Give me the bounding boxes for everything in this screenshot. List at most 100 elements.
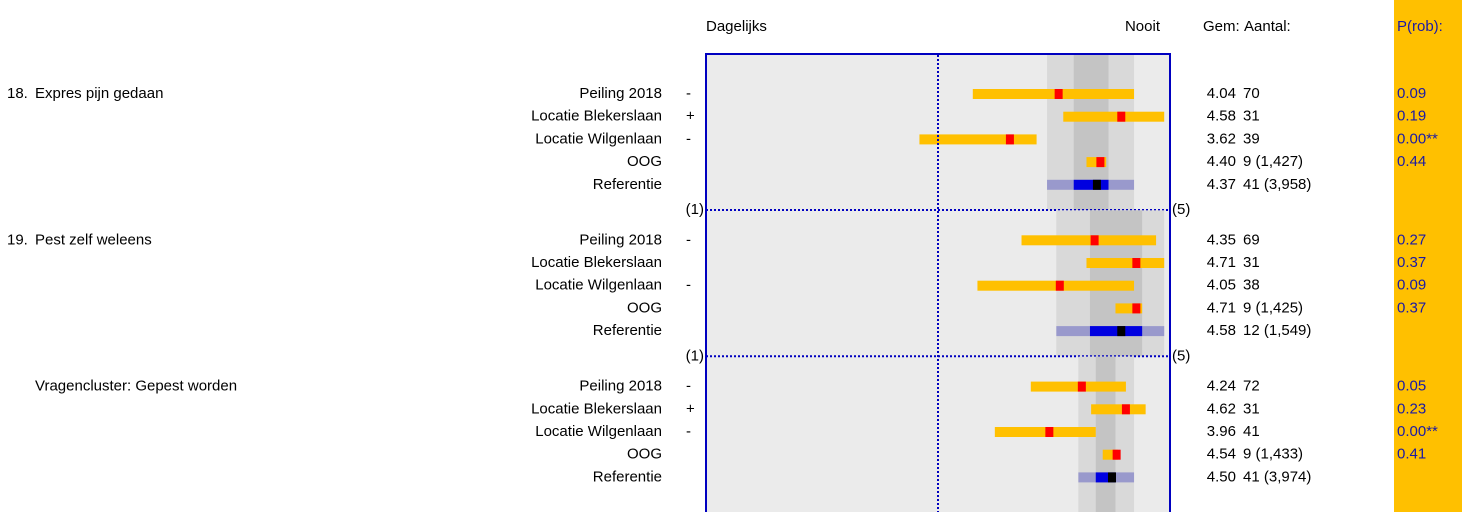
mean-marker	[1077, 381, 1086, 392]
mean-marker	[1132, 303, 1141, 314]
row-sign: -	[686, 423, 691, 440]
row-label: Locatie Wilgenlaan	[535, 277, 662, 294]
row-label: Locatie Blekerslaan	[531, 400, 662, 417]
confidence-interval	[919, 134, 1037, 145]
count-value: 69	[1243, 231, 1260, 248]
mean-value: 3.96	[1207, 423, 1236, 440]
mean-value: 4.58	[1207, 108, 1236, 125]
row-sign: +	[686, 400, 695, 417]
count-value: 9 (1,433)	[1243, 446, 1303, 463]
mean-value: 4.71	[1207, 254, 1236, 271]
mean-value: 4.58	[1207, 322, 1236, 339]
count-value: 41 (3,958)	[1243, 176, 1311, 193]
row-sign: -	[686, 378, 691, 395]
header-prob: P(rob):	[1397, 18, 1443, 35]
confidence-interval	[1063, 111, 1165, 122]
prob-column	[1394, 0, 1462, 512]
mean-value: 4.50	[1207, 468, 1236, 485]
x-tick-label: (1)	[686, 347, 704, 364]
header-count: Aantal:	[1244, 18, 1291, 35]
prob-value: 0.37	[1397, 254, 1426, 271]
prob-value: 0.27	[1397, 231, 1426, 248]
prob-value: 0.23	[1397, 400, 1426, 417]
mean-marker	[1112, 449, 1121, 460]
mean-value: 4.35	[1207, 231, 1236, 248]
prob-value: 0.44	[1397, 153, 1426, 170]
row-label: Referentie	[593, 322, 662, 339]
count-value: 41	[1243, 423, 1260, 440]
row-sign: -	[686, 130, 691, 147]
x-tick-label: (5)	[1172, 201, 1190, 218]
row-label: Peiling 2018	[579, 85, 662, 102]
count-value: 39	[1243, 130, 1260, 147]
row-label: Locatie Blekerslaan	[531, 108, 662, 125]
mean-marker	[1121, 404, 1130, 415]
question-title: Pest zelf weleens	[35, 231, 152, 248]
confidence-interval	[1115, 303, 1143, 314]
prob-value: 0.19	[1397, 108, 1426, 125]
mean-marker	[1096, 157, 1105, 168]
confidence-interval	[1021, 235, 1157, 246]
reference-mean	[1117, 326, 1126, 337]
row-label: Peiling 2018	[579, 231, 662, 248]
confidence-interval	[1086, 157, 1107, 168]
prob-value: 0.41	[1397, 446, 1426, 463]
confidence-interval	[1086, 258, 1165, 268]
mean-value: 4.40	[1207, 153, 1236, 170]
mean-marker	[1132, 258, 1141, 268]
row-sign: -	[686, 85, 691, 102]
mean-value: 4.24	[1207, 378, 1236, 395]
reference-inner	[1073, 179, 1109, 190]
reference-mean	[1092, 179, 1101, 190]
count-value: 38	[1243, 277, 1260, 294]
mean-marker	[1117, 111, 1126, 122]
reference-inner	[1089, 326, 1143, 337]
confidence-interval	[1091, 404, 1146, 415]
count-value: 31	[1243, 108, 1260, 125]
row-sign: -	[686, 277, 691, 294]
mean-value: 4.54	[1207, 446, 1236, 463]
row-label: Locatie Blekerslaan	[531, 254, 662, 271]
row-sign: -	[686, 231, 691, 248]
header-mean: Gem:	[1203, 18, 1240, 35]
mean-marker	[1005, 134, 1014, 145]
mean-value: 4.71	[1207, 299, 1236, 316]
row-label: Referentie	[593, 468, 662, 485]
row-label: Referentie	[593, 176, 662, 193]
x-tick-label: (5)	[1172, 347, 1190, 364]
count-value: 31	[1243, 400, 1260, 417]
prob-value: 0.00**	[1397, 130, 1438, 147]
prob-value: 0.09	[1397, 277, 1426, 294]
prob-value: 0.09	[1397, 85, 1426, 102]
row-label: Locatie Wilgenlaan	[535, 423, 662, 440]
question-number: 18.	[7, 85, 28, 102]
confidence-interval	[977, 280, 1135, 291]
question-number: 19.	[7, 231, 28, 248]
mean-value: 4.37	[1207, 176, 1236, 193]
row-label: OOG	[627, 153, 662, 170]
mean-value: 4.04	[1207, 85, 1236, 102]
mean-marker	[1045, 427, 1054, 437]
question-title: Expres pijn gedaan	[35, 85, 163, 102]
header-left: Dagelijks	[706, 18, 767, 35]
confidence-interval	[1102, 449, 1118, 460]
count-value: 70	[1243, 85, 1260, 102]
count-value: 31	[1243, 254, 1260, 271]
row-label: Locatie Wilgenlaan	[535, 130, 662, 147]
mean-value: 4.62	[1207, 400, 1236, 417]
row-sign: +	[686, 108, 695, 125]
count-value: 41 (3,974)	[1243, 468, 1311, 485]
row-label: OOG	[627, 299, 662, 316]
count-value: 9 (1,425)	[1243, 299, 1303, 316]
question-title: Vragencluster: Gepest worden	[35, 378, 237, 395]
mean-value: 4.05	[1207, 277, 1236, 294]
count-value: 9 (1,427)	[1243, 153, 1303, 170]
reference-mean	[1108, 472, 1116, 483]
count-value: 12 (1,549)	[1243, 322, 1311, 339]
mean-value: 3.62	[1207, 130, 1236, 147]
confidence-interval	[972, 89, 1135, 99]
count-value: 72	[1243, 378, 1260, 395]
plot-frame	[705, 53, 1171, 512]
confidence-interval	[994, 427, 1096, 437]
